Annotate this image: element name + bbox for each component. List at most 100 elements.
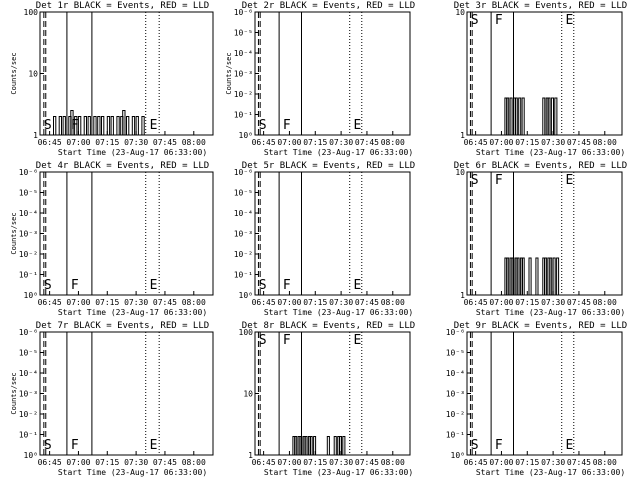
marker-e: E: [353, 333, 361, 348]
panel-title: Det 4r BLACK = Events, RED = LLD: [36, 161, 209, 171]
panel-3: Det 3r BLACK = Events, RED = LLD 1 10 06:45…: [454, 1, 627, 157]
y-tick-label: 10⁻²: [446, 410, 465, 419]
marker-s: S: [259, 333, 267, 348]
y-tick-label: 10⁻⁴: [234, 49, 253, 58]
y-tick-label: 1: [248, 451, 253, 460]
x-tick-label: 07:15: [303, 298, 327, 307]
y-tick-label: 10⁻¹: [446, 431, 465, 440]
panel-frame: [254, 171, 411, 296]
y-tick-label: 10⁻³: [19, 230, 38, 239]
x-tick-label: 08:00: [593, 458, 617, 467]
x-tick-label: 07:15: [303, 458, 327, 467]
y-tick-label: 10⁻⁴: [446, 369, 465, 378]
y-tick-label: 10⁰: [24, 291, 38, 300]
y-tick-label: 10⁰: [239, 291, 253, 300]
panel-frame: [254, 11, 411, 136]
panel-frame: [466, 331, 623, 456]
panel-2: Det 2r BLACK = Events, RED = LLD Counts/s…: [225, 1, 415, 157]
marker-e: E: [150, 118, 158, 133]
x-tick-label: 06:45: [464, 458, 488, 467]
panel-frame: [254, 331, 411, 456]
x-tick-label: 06:45: [38, 458, 62, 467]
y-tick-label: 10⁻¹: [234, 271, 253, 280]
events-series: [503, 97, 559, 136]
marker-s: S: [471, 438, 479, 453]
y-axis-label: Counts/sec: [10, 52, 18, 94]
x-tick-label: 07:15: [95, 458, 119, 467]
y-axis-label: Counts/sec: [225, 52, 233, 94]
marker-e: E: [565, 438, 573, 453]
panel-7: Det 7r BLACK = Events, RED = LLD Counts/s…: [10, 321, 214, 477]
x-tick-label: 07:30: [124, 458, 148, 467]
x-tick-label: 07:00: [489, 458, 513, 467]
marker-f: F: [495, 438, 503, 453]
x-tick-label: 07:00: [66, 298, 90, 307]
y-tick-label: 10⁻⁴: [19, 209, 38, 218]
x-tick-label: 07:00: [489, 298, 513, 307]
x-tick-label: 07:00: [277, 298, 301, 307]
x-tick-label: 07:15: [303, 138, 327, 147]
marker-f: F: [283, 278, 291, 293]
x-tick-label: 07:00: [66, 138, 90, 147]
x-axis-label: Start Time (23-Aug-17 06:33:00): [476, 468, 625, 477]
x-tick-label: 08:00: [182, 138, 206, 147]
y-tick-label: 100: [24, 8, 39, 17]
marker-s: S: [259, 118, 267, 133]
marker-f: F: [283, 118, 291, 133]
y-tick-label: 10⁻¹: [234, 111, 253, 120]
y-tick-label: 10: [455, 8, 465, 17]
x-tick-label: 06:45: [38, 138, 62, 147]
panel-title: Det 8r BLACK = Events, RED = LLD: [242, 321, 415, 331]
x-axis-label: Start Time (23-Aug-17 06:33:00): [58, 468, 207, 477]
y-tick-label: 10⁻¹: [19, 271, 38, 280]
x-tick-label: 06:45: [252, 458, 276, 467]
y-tick-label: 10⁻³: [234, 70, 253, 79]
panel-8: Det 8r BLACK = Events, RED = LLD 1 10 100 06…: [239, 321, 416, 477]
y-tick-label: 10: [28, 70, 38, 79]
panel-frame: [39, 331, 214, 456]
marker-s: S: [44, 278, 52, 293]
x-tick-label: 07:45: [355, 298, 379, 307]
y-tick-label: 10⁻⁶: [234, 8, 253, 17]
x-axis-label: Start Time (23-Aug-17 06:33:00): [58, 148, 207, 157]
x-tick-label: 07:45: [355, 458, 379, 467]
x-tick-label: 07:15: [515, 138, 539, 147]
x-tick-label: 06:45: [252, 138, 276, 147]
panel-title: Det 6r BLACK = Events, RED = LLD: [454, 161, 627, 171]
x-tick-label: 07:30: [124, 298, 148, 307]
marker-s: S: [259, 278, 267, 293]
x-tick-label: 07:30: [124, 138, 148, 147]
panel-title: Det 9r BLACK = Events, RED = LLD: [454, 321, 627, 331]
x-tick-label: 07:45: [567, 458, 591, 467]
marker-s: S: [44, 118, 52, 133]
x-tick-label: 06:45: [252, 298, 276, 307]
y-tick-label: 10⁻³: [446, 390, 465, 399]
panel-title: Det 3r BLACK = Events, RED = LLD: [454, 1, 627, 11]
y-tick-label: 10⁻⁶: [19, 168, 38, 177]
x-tick-label: 07:30: [329, 138, 353, 147]
panel-6: Det 6r BLACK = Events, RED = LLD 1 10 06:45…: [454, 161, 627, 317]
panel-title: Det 5r BLACK = Events, RED = LLD: [242, 161, 415, 171]
y-tick-label: 10⁻¹: [19, 431, 38, 440]
marker-f: F: [283, 333, 291, 348]
panel-4: Det 4r BLACK = Events, RED = LLD Counts/s…: [10, 161, 214, 317]
marker-f: F: [495, 13, 503, 28]
y-axis-label: Counts/sec: [10, 212, 18, 254]
y-tick-label: 10⁻⁴: [234, 209, 253, 218]
panel-1: Det 1r BLACK = Events, RED = LLD Counts/s…: [10, 1, 214, 157]
x-tick-label: 07:00: [277, 138, 301, 147]
panel-5: Det 5r BLACK = Events, RED = LLD 10⁰ 10⁻¹ 1…: [234, 161, 415, 317]
y-tick-label: 10⁰: [451, 451, 465, 460]
x-axis-label: Start Time (23-Aug-17 06:33:00): [58, 308, 207, 317]
y-tick-label: 10⁰: [239, 131, 253, 140]
marker-e: E: [353, 118, 361, 133]
events-series: [291, 436, 346, 456]
x-axis-label: Start Time (23-Aug-17 06:33:00): [264, 308, 413, 317]
x-tick-label: 07:45: [355, 138, 379, 147]
y-tick-label: 10⁻²: [234, 250, 253, 259]
marker-s: S: [471, 173, 479, 188]
x-tick-label: 06:45: [38, 298, 62, 307]
x-tick-label: 07:45: [567, 298, 591, 307]
y-tick-label: 10⁻²: [19, 410, 38, 419]
